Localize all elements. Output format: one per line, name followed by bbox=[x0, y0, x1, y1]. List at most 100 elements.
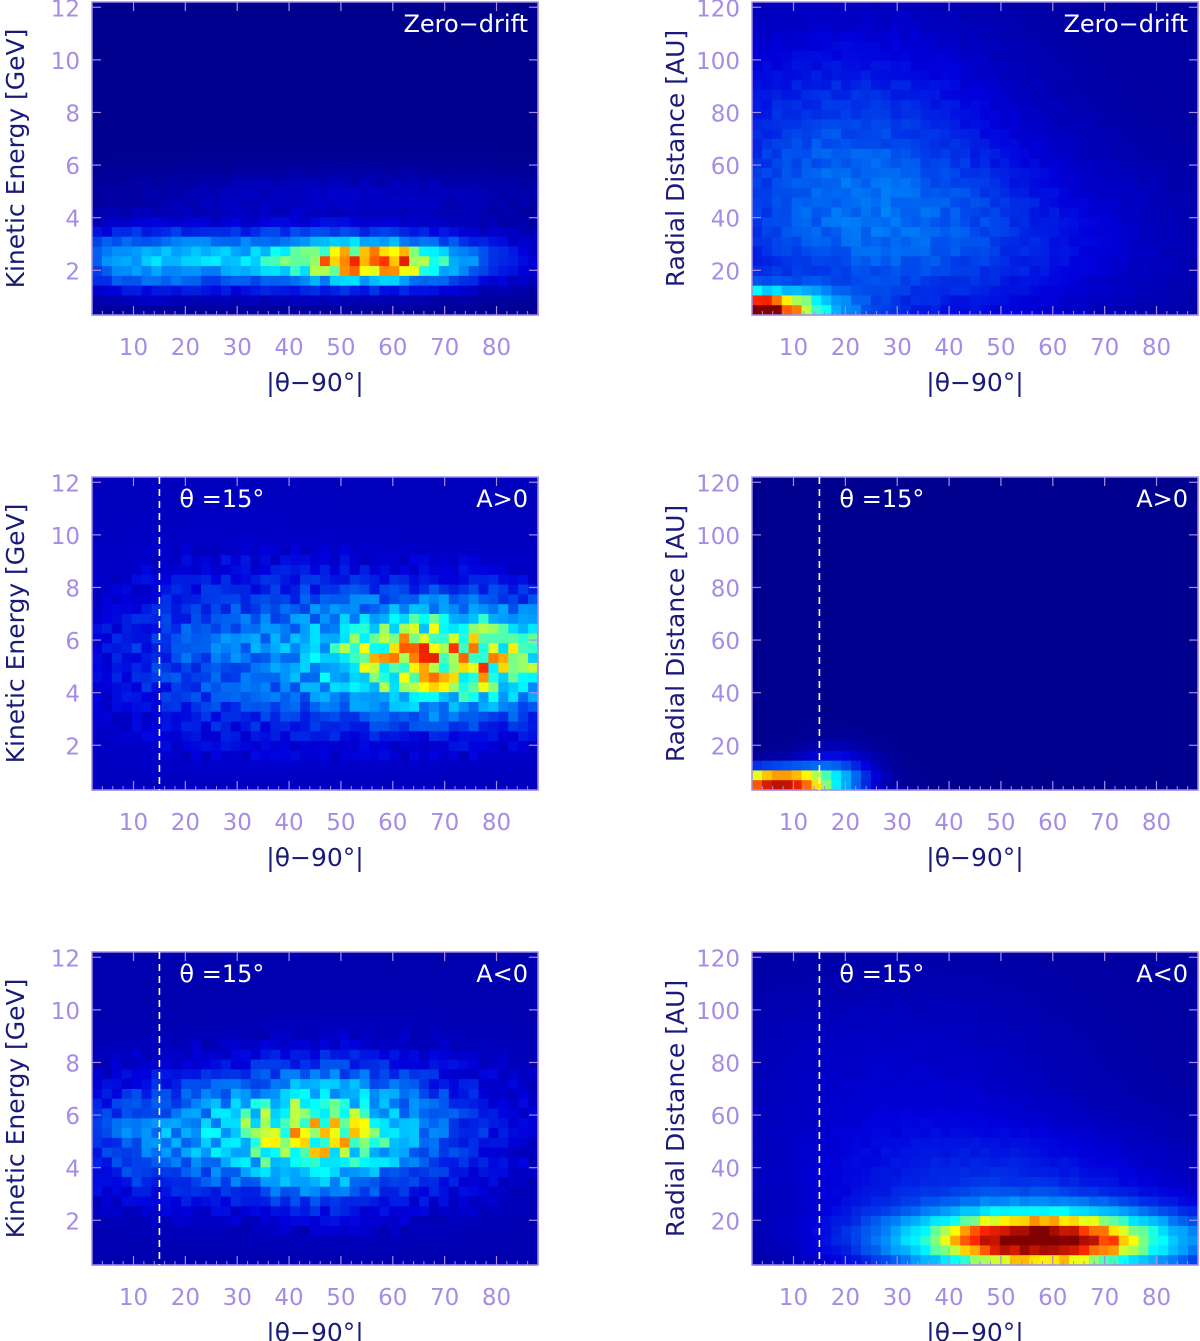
heatmap-cell bbox=[771, 148, 783, 160]
heatmap-cell bbox=[851, 119, 862, 130]
heatmap-cell bbox=[121, 256, 133, 267]
heatmap-cell bbox=[151, 574, 162, 586]
heatmap-cell bbox=[339, 41, 351, 52]
heatmap-cell bbox=[181, 750, 192, 762]
heatmap-cell bbox=[851, 535, 862, 547]
heatmap-cell bbox=[821, 496, 832, 507]
heatmap-cell bbox=[101, 692, 113, 703]
heatmap-cell bbox=[801, 266, 813, 277]
heatmap-cell bbox=[528, 178, 539, 189]
heatmap-cell bbox=[448, 604, 460, 615]
heatmap-cell bbox=[1138, 246, 1150, 257]
heatmap-cell bbox=[458, 31, 470, 42]
heatmap-cell bbox=[290, 604, 301, 615]
heatmap-cell bbox=[528, 285, 539, 297]
heatmap-cell bbox=[428, 584, 440, 595]
heatmap-cell bbox=[339, 275, 351, 287]
heatmap-cell bbox=[290, 486, 301, 498]
heatmap-cell bbox=[220, 226, 232, 238]
heatmap-cell bbox=[979, 99, 991, 111]
heatmap-cell bbox=[811, 60, 822, 72]
heatmap-cell bbox=[458, 197, 470, 209]
heatmap-cell bbox=[389, 2, 400, 13]
heatmap-cell bbox=[201, 711, 212, 723]
y-tick-label: 6 bbox=[65, 154, 80, 180]
heatmap-cell bbox=[101, 721, 113, 732]
heatmap-cell bbox=[409, 187, 420, 199]
heatmap-cell bbox=[841, 246, 852, 257]
heatmap-cell bbox=[468, 236, 480, 248]
heatmap-cell bbox=[438, 50, 450, 62]
heatmap-cell bbox=[1059, 158, 1070, 169]
heatmap-cell bbox=[900, 50, 912, 62]
heatmap-cell bbox=[428, 574, 440, 586]
heatmap-cell bbox=[910, 217, 922, 228]
heatmap-cell bbox=[121, 197, 133, 209]
heatmap-cell bbox=[230, 574, 242, 586]
heatmap-cell bbox=[791, 525, 803, 537]
heatmap-cell bbox=[518, 496, 529, 507]
heatmap-cell bbox=[121, 41, 133, 52]
heatmap-cell bbox=[880, 148, 892, 160]
heatmap-cell bbox=[979, 21, 991, 32]
heatmap-cell bbox=[260, 60, 271, 72]
heatmap-cell bbox=[1098, 119, 1110, 130]
heatmap-cell bbox=[141, 633, 153, 644]
heatmap-cell bbox=[210, 682, 222, 693]
heatmap-cell bbox=[920, 60, 931, 72]
heatmap-cell bbox=[171, 477, 182, 488]
heatmap-cell bbox=[409, 2, 420, 13]
heatmap-cell bbox=[752, 70, 763, 81]
heatmap-cell bbox=[791, 285, 803, 297]
heatmap-cell bbox=[831, 236, 842, 248]
heatmap-cell bbox=[508, 21, 519, 32]
heatmap-cell bbox=[861, 266, 872, 277]
heatmap-cell bbox=[359, 187, 371, 199]
heatmap-cell bbox=[1079, 2, 1090, 13]
heatmap-cell bbox=[950, 545, 961, 556]
heatmap-cell bbox=[458, 506, 470, 517]
heatmap-cell bbox=[1178, 31, 1189, 42]
heatmap-cell bbox=[910, 50, 922, 62]
heatmap-cell bbox=[999, 516, 1011, 527]
heatmap-cell bbox=[960, 70, 971, 81]
heatmap-cell bbox=[478, 80, 490, 91]
heatmap-cell bbox=[831, 477, 842, 488]
heatmap-cell bbox=[841, 197, 852, 209]
heatmap-cell bbox=[220, 721, 232, 732]
heatmap-cell bbox=[389, 256, 400, 267]
heatmap-cell bbox=[1118, 70, 1130, 81]
heatmap-cell bbox=[448, 516, 460, 527]
heatmap-cell bbox=[409, 41, 420, 52]
heatmap-cell bbox=[419, 266, 430, 277]
heatmap-cell bbox=[92, 246, 103, 257]
heatmap-cell bbox=[508, 217, 519, 228]
heatmap-cell bbox=[920, 158, 931, 169]
heatmap-cell bbox=[141, 99, 153, 111]
heatmap-cell bbox=[260, 721, 271, 732]
heatmap-cell bbox=[1138, 11, 1150, 23]
y-tick-label: 120 bbox=[696, 0, 740, 22]
heatmap-cell bbox=[811, 138, 822, 150]
heatmap-cell bbox=[1188, 506, 1199, 517]
heatmap-cell bbox=[870, 246, 882, 257]
x-tick-label: 20 bbox=[171, 810, 200, 836]
heatmap-cell bbox=[201, 545, 212, 556]
heatmap-cell bbox=[379, 701, 390, 713]
y-tick-label: 4 bbox=[65, 682, 80, 708]
heatmap-cell bbox=[1128, 486, 1140, 498]
heatmap-cell bbox=[419, 129, 430, 140]
y-axis-title: Kinetic Energy [GeV] bbox=[1, 29, 30, 289]
heatmap-cell bbox=[528, 506, 539, 517]
heatmap-cell bbox=[458, 662, 470, 674]
heatmap-cell bbox=[880, 129, 892, 140]
heatmap-cell bbox=[92, 256, 103, 267]
heatmap-cell bbox=[1178, 555, 1189, 566]
heatmap-cell bbox=[230, 99, 242, 111]
heatmap-cell bbox=[290, 770, 301, 781]
heatmap-cell bbox=[349, 41, 361, 52]
heatmap-cell bbox=[488, 701, 499, 713]
heatmap-cell bbox=[771, 138, 783, 150]
heatmap-cell bbox=[101, 2, 113, 13]
heatmap-cell bbox=[1128, 305, 1140, 316]
